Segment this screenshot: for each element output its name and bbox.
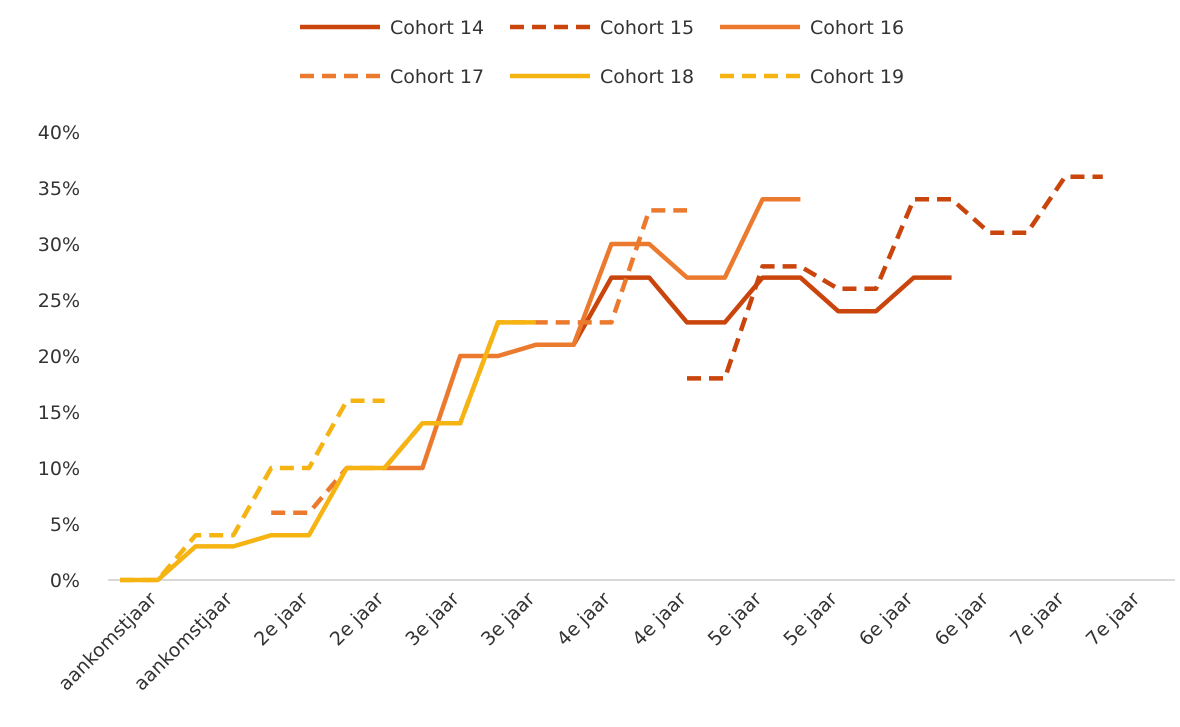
legend-label: Cohort 19 (810, 66, 904, 88)
x-tick-label: 4e jaar (628, 588, 690, 650)
legend-item: Cohort 16 (720, 17, 904, 39)
y-tick-label: 40% (38, 122, 80, 144)
legend-label: Cohort 15 (600, 17, 694, 39)
legend-label: Cohort 14 (390, 17, 484, 39)
y-tick-label: 35% (38, 178, 80, 200)
y-tick-label: 20% (38, 346, 80, 368)
legend-label: Cohort 17 (390, 66, 484, 88)
series-line-cohort-18 (120, 320, 536, 583)
legend-item: Cohort 19 (720, 66, 904, 88)
series-line-cohort-14 (535, 275, 952, 348)
legend: Cohort 14 Cohort 15 Cohort 16 Cohort 17 Coho… (300, 17, 904, 88)
x-tick-label: 7e jaar (1006, 588, 1068, 650)
x-tick-label: 2e jaar (250, 588, 312, 650)
x-tick-label: 2e jaar (326, 588, 388, 650)
series-line-cohort-17 (271, 208, 687, 516)
y-axis: 0% 5% 10% 15% 20% 25% 30% 35% 40% (38, 122, 80, 592)
y-tick-label: 15% (38, 402, 80, 424)
x-tick-label: 7e jaar (1082, 588, 1144, 650)
x-tick-label: 4e jaar (553, 588, 615, 650)
legend-item: Cohort 15 (510, 17, 694, 39)
x-tick-label: 3e jaar (401, 588, 463, 650)
y-tick-label: 25% (38, 290, 80, 312)
x-tick-label: 5e jaar (704, 588, 766, 650)
legend-item: Cohort 17 (300, 66, 484, 88)
x-tick-label: 5e jaar (779, 588, 841, 650)
legend-label: Cohort 16 (810, 17, 904, 39)
series-line-cohort-19 (120, 398, 385, 583)
legend-label: Cohort 18 (600, 66, 694, 88)
y-tick-label: 10% (38, 458, 80, 480)
series-group (120, 174, 1103, 583)
x-tick-label: 6e jaar (931, 588, 993, 650)
x-tick-label: 3e jaar (477, 588, 539, 650)
legend-item: Cohort 18 (510, 66, 694, 88)
y-tick-label: 5% (50, 514, 80, 536)
series-line-cohort-16 (384, 196, 801, 471)
y-tick-label: 0% (50, 570, 80, 592)
x-tick-label: 6e jaar (855, 588, 917, 650)
y-tick-label: 30% (38, 234, 80, 256)
legend-item: Cohort 14 (300, 17, 484, 39)
series-line-cohort-15 (687, 174, 1103, 381)
